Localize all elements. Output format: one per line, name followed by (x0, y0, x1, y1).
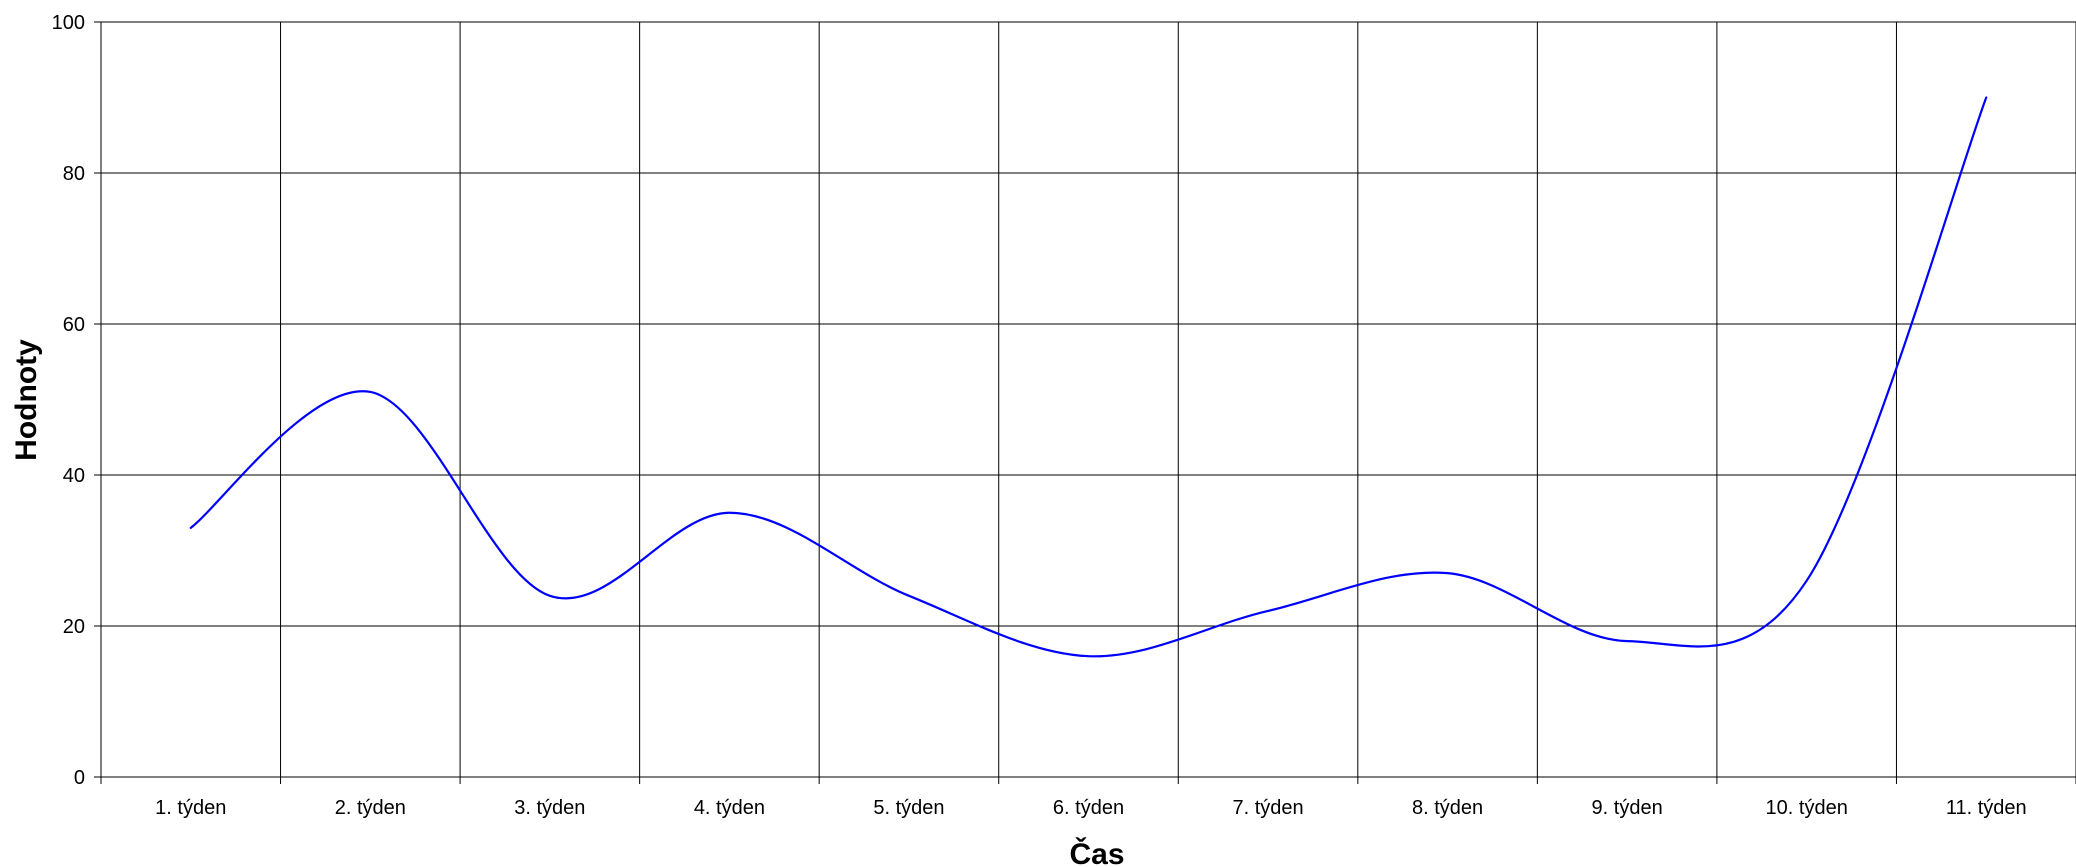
y-tick-label: 60 (63, 314, 85, 336)
x-tick-label: 8. týden (1412, 797, 1483, 819)
series-line (189, 96, 1988, 658)
y-tick-label: 80 (63, 163, 85, 185)
x-tick-label: 11. týden (1946, 797, 2027, 819)
y-tick-label: 100 (52, 12, 85, 34)
tick-labels: 0 20 40 60 80 100 1. týden 2. týden 3. týden 4. t… (52, 12, 2027, 819)
x-tick-label: 3. týden (514, 797, 585, 819)
x-tick-label: 6. týden (1053, 797, 1124, 819)
x-tick-label: 1. týden (155, 797, 226, 819)
series-layer (189, 96, 1988, 658)
x-tick-label: 5. týden (873, 797, 944, 819)
x-tick-label: 2. týden (335, 797, 406, 819)
y-axis-title: Hodnoty (10, 339, 43, 461)
y-tick-label: 20 (63, 616, 85, 638)
x-tick-label: 9. týden (1592, 797, 1663, 819)
x-tick-label: 10. týden (1766, 797, 1848, 819)
axes (94, 21, 2076, 784)
x-tick-label: 4. týden (694, 797, 765, 819)
y-tick-label: 40 (63, 465, 85, 487)
x-tick-label: 7. týden (1232, 797, 1303, 819)
gridlines (101, 21, 2076, 777)
y-tick-label: 0 (74, 767, 85, 789)
x-axis-title: Čas (1069, 837, 1124, 867)
